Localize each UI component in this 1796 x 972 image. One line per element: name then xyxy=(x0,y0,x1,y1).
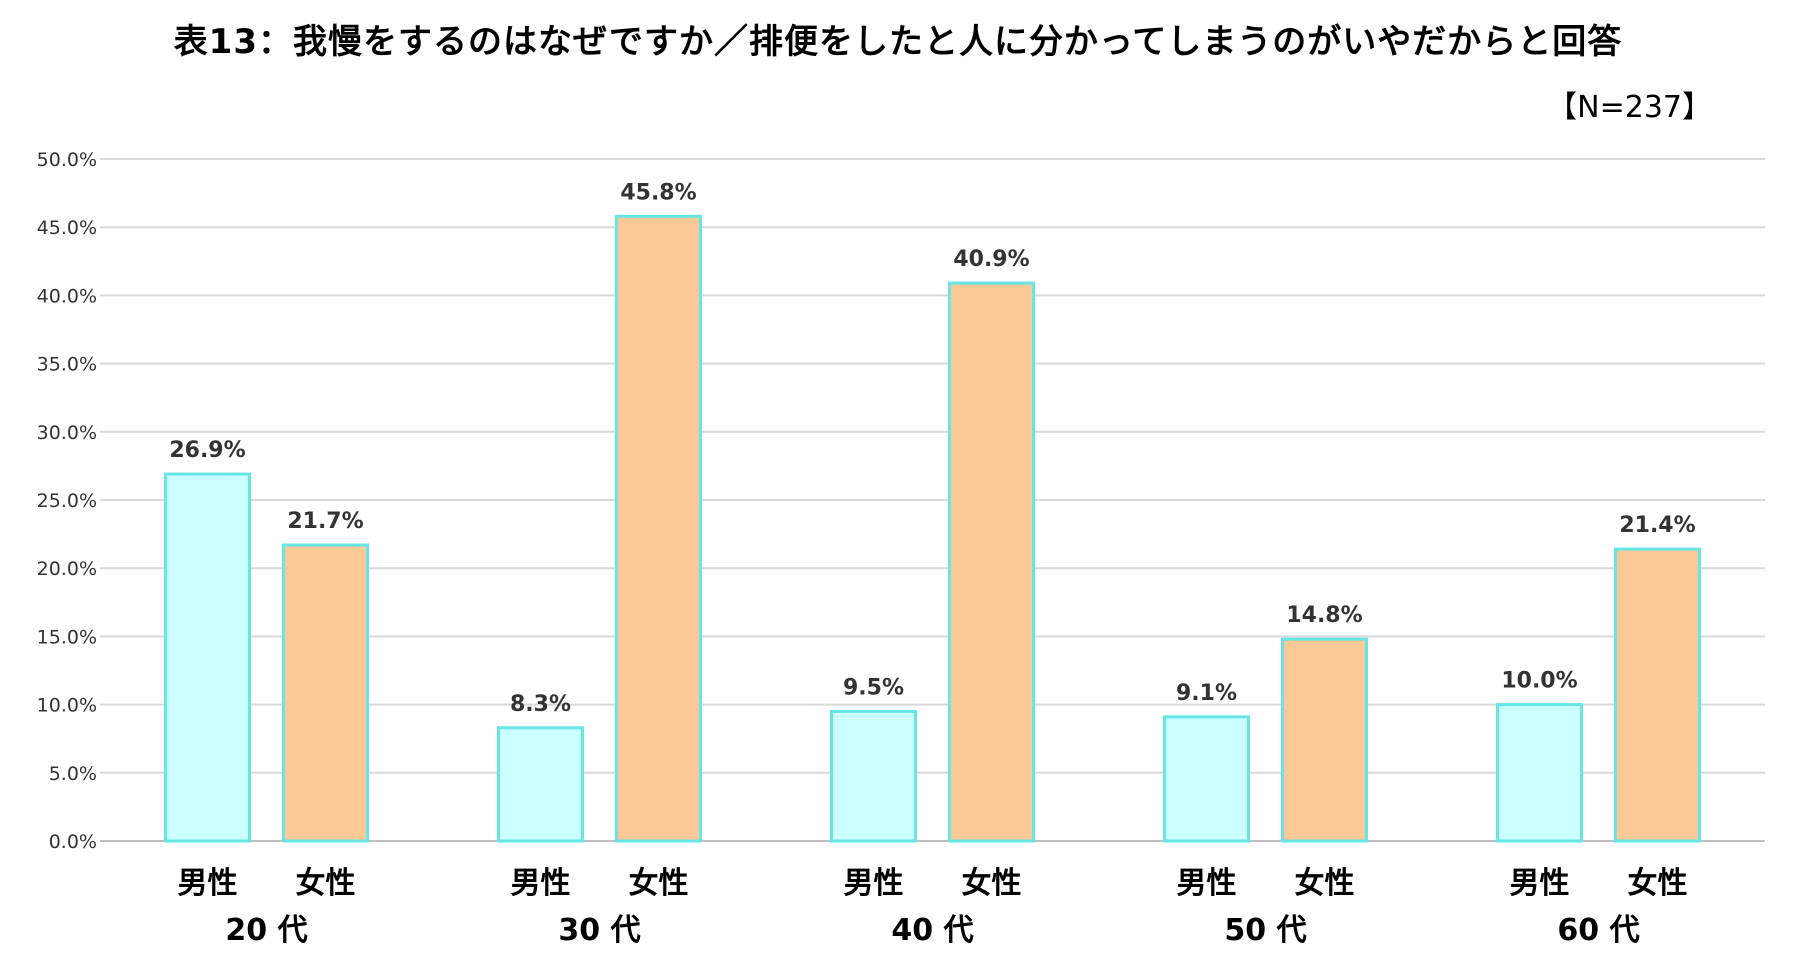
y-tick-label: 40.0% xyxy=(37,285,97,307)
data-label: 21.4% xyxy=(1619,513,1695,538)
gender-label: 男性 xyxy=(844,866,904,901)
gridlines xyxy=(100,158,1765,842)
category-label: 20 代 xyxy=(225,913,307,948)
bar xyxy=(497,726,584,843)
bar xyxy=(282,543,369,843)
category-label: 60 代 xyxy=(1557,913,1639,948)
bar xyxy=(1281,637,1368,843)
category-label: 30 代 xyxy=(558,913,640,948)
y-tick-label: 10.0% xyxy=(37,695,97,717)
data-label: 10.0% xyxy=(1501,669,1577,694)
gender-label: 男性 xyxy=(511,866,571,901)
bar xyxy=(164,472,251,843)
bar xyxy=(615,214,702,843)
bar xyxy=(1496,703,1583,843)
bar xyxy=(830,709,917,843)
gender-label: 女性 xyxy=(1628,866,1688,901)
data-labels: 26.9% 21.7% 8.3% 45.8% 9.5% 40.9% 9.1% 14.8% 10.… xyxy=(169,180,1695,717)
gender-label: 男性 xyxy=(1177,866,1237,901)
bar xyxy=(1163,715,1250,843)
gender-label: 女性 xyxy=(962,866,1022,901)
data-label: 9.1% xyxy=(1176,681,1237,706)
data-label: 21.7% xyxy=(287,509,363,534)
y-tick-label: 20.0% xyxy=(37,558,97,580)
gender-label: 女性 xyxy=(1295,866,1355,901)
y-tick-label: 50.0% xyxy=(37,149,97,171)
sample-size-label: 【N=237】 xyxy=(1547,90,1712,125)
y-tick-label: 0.0% xyxy=(49,831,97,853)
y-tick-label: 30.0% xyxy=(37,422,97,444)
data-label: 40.9% xyxy=(953,247,1029,272)
y-tick-label: 15.0% xyxy=(37,626,97,648)
data-label: 14.8% xyxy=(1286,603,1362,628)
y-tick-label: 45.0% xyxy=(37,217,97,239)
gender-label: 女性 xyxy=(629,866,689,901)
gender-label: 男性 xyxy=(1510,866,1570,901)
chart-title: 表13：我慢をするのはなぜですか／排便をしたと人に分かってしまうのがいやだからと… xyxy=(173,22,1623,62)
y-tick-label: 25.0% xyxy=(37,490,97,512)
data-label: 8.3% xyxy=(510,692,571,717)
data-label: 9.5% xyxy=(843,675,904,700)
y-tick-label: 35.0% xyxy=(37,354,97,376)
data-label: 45.8% xyxy=(620,180,696,205)
gender-label: 男性 xyxy=(178,866,238,901)
bar xyxy=(948,281,1035,843)
category-label: 50 代 xyxy=(1224,913,1306,948)
y-axis-ticks: 0.0% 5.0% 10.0% 15.0% 20.0% 25.0% 30.0% 35.0% 40… xyxy=(37,149,97,853)
data-label: 26.9% xyxy=(169,438,245,463)
category-label: 40 代 xyxy=(891,913,973,948)
gender-label: 女性 xyxy=(296,866,356,901)
x-axis-labels: 男性 女性 20 代 男性 女性 30 代 男性 女性 40 代 男性 女性 50 代 男性 女性 60 代 xyxy=(178,866,1688,948)
y-tick-label: 5.0% xyxy=(49,763,97,785)
bars xyxy=(164,214,1701,843)
bar xyxy=(1614,547,1701,843)
